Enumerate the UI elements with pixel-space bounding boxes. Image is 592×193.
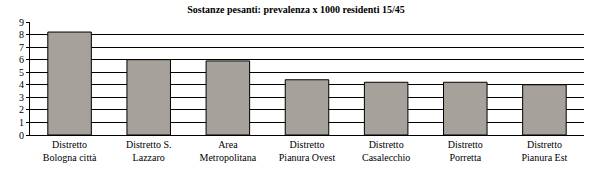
svg-text:DistrettoCasalecchio: DistrettoCasalecchio — [362, 139, 410, 163]
svg-text:AreaMetropolitana: AreaMetropolitana — [200, 139, 257, 163]
svg-text:DistrettoPianura Est: DistrettoPianura Est — [522, 139, 568, 163]
svg-text:4: 4 — [19, 79, 24, 90]
svg-text:8: 8 — [19, 29, 24, 40]
svg-text:1: 1 — [19, 117, 24, 128]
svg-text:DistrettoPianura Ovest: DistrettoPianura Ovest — [279, 139, 336, 163]
svg-text:DistrettoBologna città: DistrettoBologna città — [43, 139, 97, 163]
svg-text:5: 5 — [19, 67, 24, 78]
svg-text:2: 2 — [19, 104, 24, 115]
svg-text:6: 6 — [19, 54, 24, 65]
svg-text:7: 7 — [19, 42, 24, 53]
svg-text:Distretto S.Lazzaro: Distretto S.Lazzaro — [126, 139, 172, 163]
svg-text:DistrettoPorretta: DistrettoPorretta — [448, 139, 483, 163]
svg-text:9: 9 — [19, 17, 24, 28]
svg-text:Sostanze pesanti: prevalenza x: Sostanze pesanti: prevalenza x 1000 resi… — [187, 4, 404, 15]
svg-text:3: 3 — [19, 92, 24, 103]
svg-text:0: 0 — [19, 130, 24, 141]
